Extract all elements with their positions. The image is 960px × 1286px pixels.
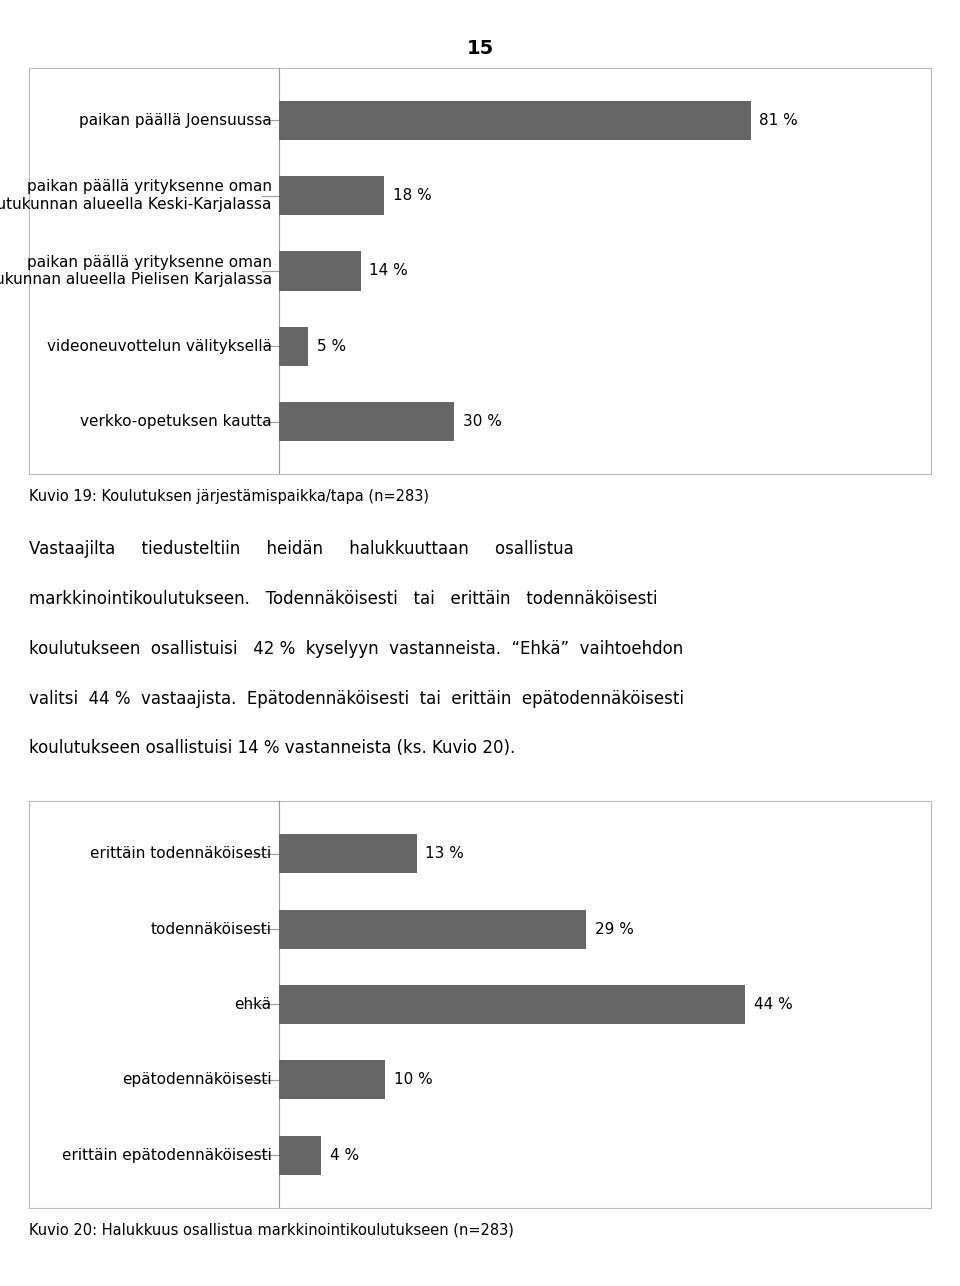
Text: 5 %: 5 %	[317, 338, 347, 354]
Bar	[279, 100, 751, 140]
Text: koulutukseen  osallistuisi   42 %  kyselyyn  vastanneista.  “Ehkä”  vaihtoehdon: koulutukseen osallistuisi 42 % kyselyyn …	[29, 639, 684, 657]
Text: Kuvio 19: Koulutuksen järjestämispaikka/tapa (n=283): Kuvio 19: Koulutuksen järjestämispaikka/…	[29, 489, 429, 504]
Bar	[279, 176, 384, 215]
Text: 15: 15	[467, 39, 493, 58]
Text: 18 %: 18 %	[393, 188, 431, 203]
Text: videoneuvottelun välityksellä: videoneuvottelun välityksellä	[47, 338, 272, 354]
Bar	[279, 1136, 322, 1174]
Bar	[279, 327, 308, 365]
Text: ehkä: ehkä	[234, 997, 272, 1012]
Text: erittäin epätodennäköisesti: erittäin epätodennäköisesti	[61, 1147, 272, 1163]
Text: epätodennäköisesti: epätodennäköisesti	[122, 1073, 272, 1088]
Text: koulutukseen osallistuisi 14 % vastanneista (ks. Kuvio 20).: koulutukseen osallistuisi 14 % vastannei…	[29, 739, 516, 757]
Bar	[279, 403, 454, 441]
Bar	[279, 1060, 385, 1100]
Text: paikan päällä yrityksenne oman
seutukunnan alueella Pielisen Karjalassa: paikan päällä yrityksenne oman seutukunn…	[0, 255, 272, 287]
Text: 13 %: 13 %	[425, 846, 465, 862]
Bar	[279, 985, 745, 1024]
Bar	[279, 251, 361, 291]
Text: todennäköisesti: todennäköisesti	[151, 922, 272, 936]
Text: 29 %: 29 %	[595, 922, 634, 936]
Bar	[279, 835, 417, 873]
Text: erittäin todennäköisesti: erittäin todennäköisesti	[90, 846, 272, 862]
Text: 14 %: 14 %	[370, 264, 408, 279]
Text: 4 %: 4 %	[330, 1147, 359, 1163]
Text: markkinointikoulutukseen.   Todennäköisesti   tai   erittäin   todennäköisesti: markkinointikoulutukseen. Todennäköisest…	[29, 590, 658, 608]
Text: 44 %: 44 %	[754, 997, 792, 1012]
Text: valitsi  44 %  vastaajista.  Epätodennäköisesti  tai  erittäin  epätodennäköises: valitsi 44 % vastaajista. Epätodennäköis…	[29, 689, 684, 707]
Text: 10 %: 10 %	[394, 1073, 432, 1088]
Bar	[279, 909, 587, 949]
Text: verkko-opetuksen kautta: verkko-opetuksen kautta	[80, 414, 272, 430]
Text: paikan päällä Joensuussa: paikan päällä Joensuussa	[79, 113, 272, 127]
Text: 30 %: 30 %	[463, 414, 501, 430]
Text: 81 %: 81 %	[759, 113, 798, 127]
Text: paikan päällä yrityksenne oman
seutukunnan alueella Keski-Karjalassa: paikan päällä yrityksenne oman seutukunn…	[0, 180, 272, 212]
Text: Kuvio 20: Halukkuus osallistua markkinointikoulutukseen (n=283): Kuvio 20: Halukkuus osallistua markkinoi…	[29, 1223, 514, 1237]
Text: Vastaajilta     tiedusteltiin     heidän     halukkuuttaan     osallistua: Vastaajilta tiedusteltiin heidän halukku…	[29, 540, 573, 558]
